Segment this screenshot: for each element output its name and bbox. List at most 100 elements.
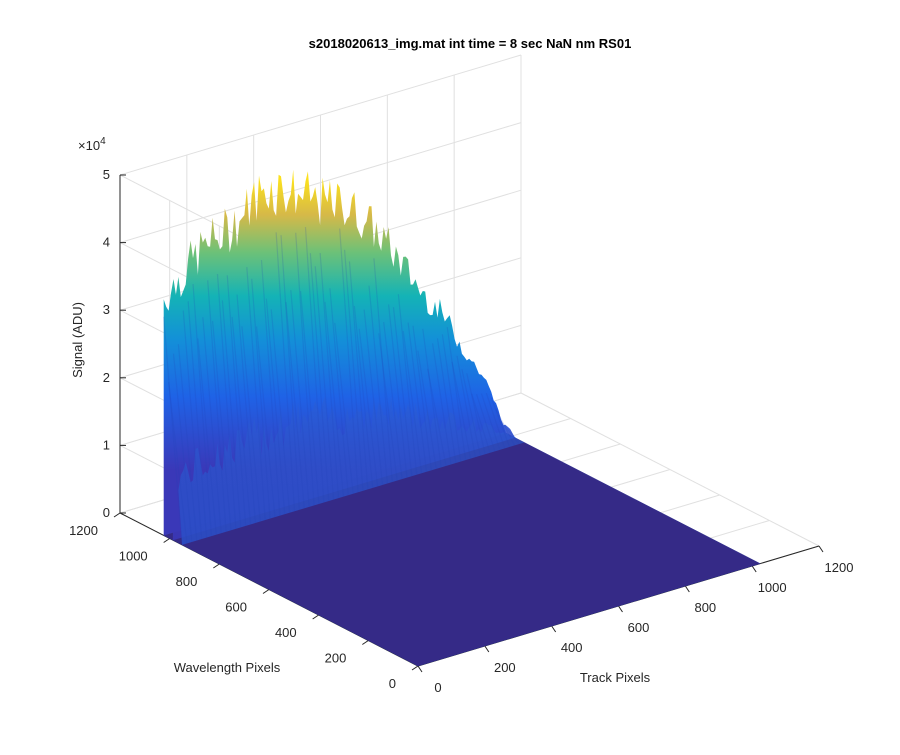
x-tick-label: 0 <box>434 680 441 695</box>
surface-streak <box>187 301 208 538</box>
z-tick-label: 0 <box>103 505 110 520</box>
surface-streak <box>295 232 315 506</box>
surface-streak <box>358 328 379 487</box>
surface-streak <box>475 394 496 452</box>
x-tick-label: 1200 <box>825 560 854 575</box>
x-tick-label: 600 <box>628 620 650 635</box>
x-tick-mark <box>484 645 490 653</box>
y-tick-label: 0 <box>389 676 396 691</box>
surface-streak <box>339 228 359 493</box>
y-tick-label: 800 <box>176 574 198 589</box>
surface-streak <box>329 288 349 496</box>
y-tick-mark <box>262 589 270 594</box>
surface-streak <box>471 393 491 453</box>
x-tick-mark <box>417 665 423 673</box>
z-tick-label: 5 <box>103 167 110 182</box>
surface-streak <box>163 316 183 545</box>
surface-signal-front <box>178 395 525 545</box>
surface-streak <box>348 261 369 490</box>
surface-streak <box>368 285 388 484</box>
surface-streak <box>427 368 447 466</box>
surface-streak <box>182 310 203 540</box>
surface-streak <box>412 325 432 471</box>
z-tick-label: 2 <box>103 370 110 385</box>
y-tick-mark <box>362 640 369 645</box>
z-axis-label: Signal (ADU) <box>70 302 85 378</box>
surface-streak <box>207 280 227 532</box>
surface-streak <box>265 298 286 515</box>
x-tick-mark <box>818 545 824 553</box>
z-exponent-base: ×10 <box>78 138 100 153</box>
surface-streak <box>309 253 330 502</box>
x-axis-label: Track Pixels <box>580 670 651 685</box>
y-tick-label: 1200 <box>69 523 98 538</box>
surface-streak <box>451 361 472 459</box>
surface-streak <box>422 328 442 468</box>
surface-streak <box>456 355 476 458</box>
surface-streak <box>290 290 310 507</box>
surface-streak <box>480 393 501 450</box>
surface-streak <box>167 382 188 544</box>
surface-streak <box>373 258 393 483</box>
z-tick-label: 1 <box>103 437 110 452</box>
surface-streak <box>270 309 291 513</box>
tick-labels: 0200400600800100012000200400600800100012… <box>69 167 853 695</box>
surface-streak <box>324 301 344 497</box>
surface-streak <box>202 317 222 534</box>
x-tick-mark <box>684 585 690 593</box>
surface-streak <box>397 294 418 475</box>
z-tick-label: 4 <box>103 235 110 250</box>
x-tick-label: 800 <box>694 600 716 615</box>
surface-streak <box>417 350 437 469</box>
surface-streak <box>319 252 340 499</box>
surface-streak <box>378 333 398 481</box>
surface-streak <box>500 421 520 445</box>
x-tick-label: 200 <box>494 660 516 675</box>
surface-streak <box>387 304 408 478</box>
surface-streak <box>285 302 305 509</box>
z-tick-label: 3 <box>103 302 110 317</box>
surface-streak <box>304 227 325 503</box>
surface-streak <box>446 326 467 461</box>
y-tick-label: 400 <box>275 625 297 640</box>
wall-grid-z2 <box>119 54 522 176</box>
surface-streak <box>441 334 462 462</box>
z-exponent-power: 4 <box>100 136 106 147</box>
surface-streak <box>436 338 457 464</box>
surface-streak <box>343 249 364 491</box>
y-tick-label: 200 <box>325 651 347 666</box>
surface-streak <box>192 283 213 537</box>
surface-streak <box>466 373 486 455</box>
surface-streak <box>246 267 266 521</box>
y-tick-label: 600 <box>225 600 247 615</box>
surface-streak <box>402 330 423 474</box>
y-tick-mark <box>113 512 121 518</box>
surface-streak <box>490 397 511 448</box>
surface-streak <box>363 309 384 485</box>
surface-streak <box>407 322 428 472</box>
surface-streak <box>177 344 198 541</box>
y-tick-mark <box>163 538 170 543</box>
surface-streak <box>226 275 247 526</box>
surface <box>163 169 761 667</box>
surface-streak <box>236 294 257 523</box>
chart-title: s2018020613_img.mat int time = 8 sec NaN… <box>309 36 632 51</box>
surface-streak <box>280 235 301 510</box>
surface-streak <box>241 326 261 522</box>
y-tick-mark <box>411 665 419 671</box>
surface-streak <box>251 278 271 519</box>
surface-streak <box>211 320 232 531</box>
x-tick-mark <box>551 625 557 633</box>
surface-streak <box>461 369 481 456</box>
y-axis-label: Wavelength Pixels <box>174 660 281 675</box>
z-exponent-label: ×104 <box>78 136 106 153</box>
surface-streak <box>221 300 242 528</box>
y-tick-mark <box>312 614 319 620</box>
surface-streak <box>314 266 335 500</box>
surface-streak <box>275 232 296 512</box>
surface-streak <box>197 338 217 535</box>
surface-streak <box>255 326 276 518</box>
surface-streak <box>431 343 452 465</box>
